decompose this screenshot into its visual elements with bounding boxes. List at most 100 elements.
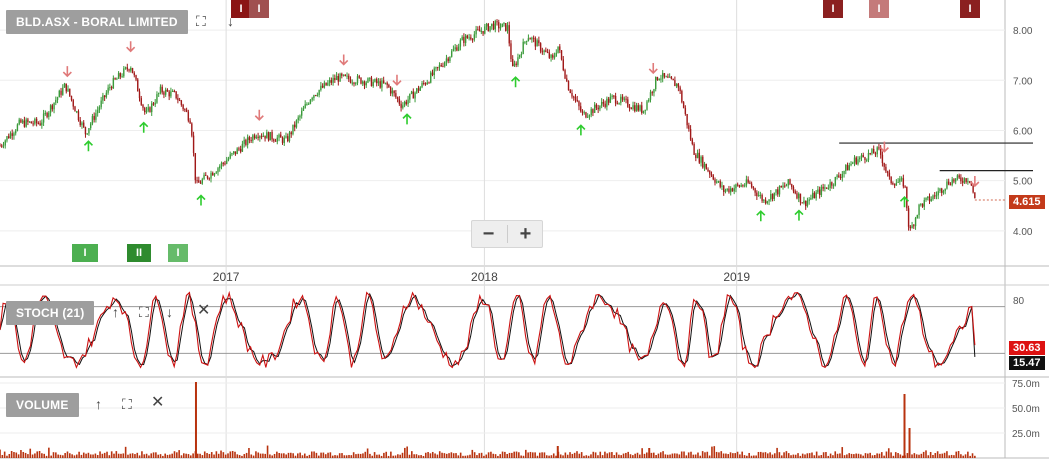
event-marker-bottom[interactable]: I xyxy=(168,244,188,262)
volume-bar xyxy=(725,453,727,458)
candle-body xyxy=(592,109,594,113)
volume-bar xyxy=(355,454,357,458)
volume-bar xyxy=(310,451,313,458)
fullscreen-icon[interactable]: ⛶ xyxy=(122,396,132,412)
volume-bar xyxy=(597,455,599,458)
volume-bar xyxy=(210,452,213,458)
candle-body xyxy=(764,199,767,204)
arrow-down-icon[interactable]: ↓ xyxy=(166,304,173,320)
fullscreen-icon[interactable]: ⛶ xyxy=(196,13,206,29)
candle-body xyxy=(321,85,324,88)
volume-bar xyxy=(401,452,404,458)
volume-bar xyxy=(741,451,743,458)
candle-body xyxy=(768,199,770,202)
candle-body xyxy=(864,157,866,161)
candle-body xyxy=(520,53,523,55)
volume-bar xyxy=(515,451,518,458)
candle-body xyxy=(846,165,849,171)
event-marker-bottom[interactable]: I xyxy=(72,244,98,262)
candle-body xyxy=(658,78,660,81)
arrow-up-icon[interactable]: ↑ xyxy=(112,304,119,320)
candle-body xyxy=(63,83,66,88)
candle-body xyxy=(625,98,627,100)
volume-bar xyxy=(324,454,327,458)
candle-body xyxy=(428,82,430,84)
candle-body xyxy=(128,69,130,71)
volume-bar xyxy=(131,453,134,458)
fullscreen-icon[interactable]: ⛶ xyxy=(139,304,149,320)
candle-body xyxy=(89,123,92,129)
zoom-out-button[interactable]: − xyxy=(482,223,495,245)
volume-bar xyxy=(599,451,602,458)
candle-body xyxy=(873,149,875,154)
candle-body xyxy=(151,103,153,113)
candle-body xyxy=(578,101,580,107)
candle-body xyxy=(703,163,706,168)
candle-body xyxy=(595,104,598,108)
candle-body xyxy=(307,103,310,105)
candle-body xyxy=(8,136,10,139)
event-marker-top[interactable]: I xyxy=(869,0,889,18)
candle-body xyxy=(131,67,134,74)
candle-body xyxy=(466,35,469,38)
event-marker-bottom[interactable]: II xyxy=(127,244,151,262)
volume-bar xyxy=(974,455,976,458)
volume-bar xyxy=(559,454,562,458)
candle-body xyxy=(55,99,57,103)
candle-body xyxy=(4,140,6,146)
volume-bar xyxy=(739,454,741,458)
volume-bar xyxy=(338,453,341,458)
candle-body xyxy=(726,188,728,191)
candle-body xyxy=(639,105,641,111)
candle-body xyxy=(564,70,566,79)
candle-body xyxy=(681,91,683,103)
candle-body xyxy=(534,38,537,47)
volume-bar xyxy=(906,453,909,458)
volume-bar xyxy=(292,453,294,458)
event-marker-top[interactable]: I xyxy=(231,0,251,18)
volume-bar xyxy=(764,452,767,458)
arrow-up-icon[interactable]: ↑ xyxy=(95,396,102,412)
candle-body xyxy=(25,119,27,127)
candle-body xyxy=(180,100,183,105)
candle-body xyxy=(163,92,165,95)
candle-body xyxy=(269,131,272,141)
volume-bar xyxy=(192,453,194,458)
volume-bar xyxy=(652,452,655,458)
volume-bar xyxy=(127,454,129,458)
candle-body xyxy=(963,178,966,183)
candle-body xyxy=(632,105,634,109)
event-marker-top[interactable]: I xyxy=(960,0,980,18)
volume-bar xyxy=(748,452,750,458)
volume-bar xyxy=(680,451,683,458)
event-marker-top[interactable]: I xyxy=(823,0,843,18)
close-icon[interactable]: ✕ xyxy=(151,394,165,411)
buy-signal-arrow xyxy=(794,209,804,221)
price-tick-label: 7.00 xyxy=(1013,76,1033,87)
candle-body xyxy=(292,124,294,135)
candle-body xyxy=(935,195,938,197)
volume-bar xyxy=(736,451,739,458)
volume-bar xyxy=(157,454,160,458)
candle-body xyxy=(450,51,453,57)
event-marker-top[interactable]: I xyxy=(249,0,269,18)
candle-body xyxy=(229,154,231,159)
volume-bar xyxy=(308,454,311,458)
close-icon[interactable]: ✕ xyxy=(197,302,211,319)
volume-bar xyxy=(236,454,239,458)
candle-body xyxy=(747,179,749,183)
candle-body xyxy=(208,178,210,180)
candle-body xyxy=(107,87,109,93)
candle-body xyxy=(892,183,894,185)
volume-bar xyxy=(771,454,774,458)
candle-body xyxy=(587,116,589,118)
volume-bar xyxy=(518,452,520,458)
candle-body xyxy=(716,181,718,183)
candle-body xyxy=(811,192,814,199)
candle-body xyxy=(972,185,974,193)
arrow-down-icon[interactable]: ↓ xyxy=(227,13,234,29)
candle-body xyxy=(953,179,955,182)
volume-bar xyxy=(301,455,304,458)
zoom-in-button[interactable]: + xyxy=(519,223,532,245)
candle-body xyxy=(274,140,277,142)
